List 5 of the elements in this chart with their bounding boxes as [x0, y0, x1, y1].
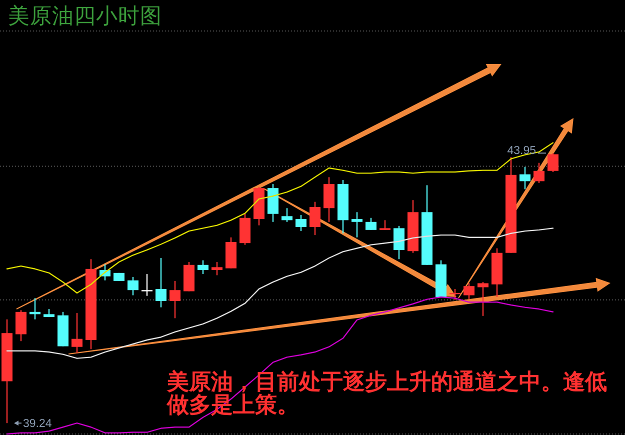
annotation: 39.24 [23, 418, 52, 430]
annotation: 43.95 [507, 145, 546, 158]
annotation: 39.24 [14, 418, 52, 430]
annotation: 43.95 [507, 145, 536, 158]
title: 美原油四小时图 [8, 4, 162, 29]
